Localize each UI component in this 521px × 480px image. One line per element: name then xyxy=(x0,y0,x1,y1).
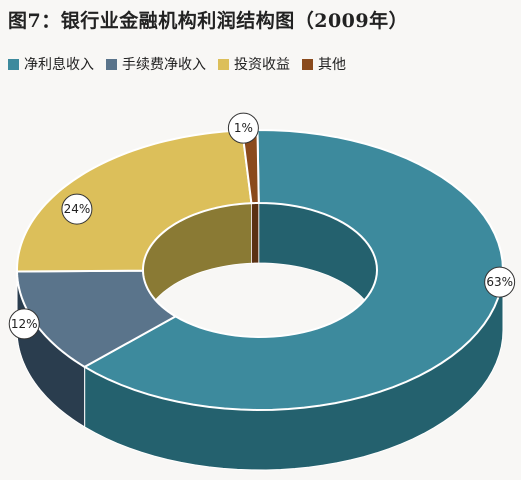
data-label-text-investment: 24% xyxy=(64,202,91,216)
data-label-fee-income: 12% xyxy=(8,308,40,340)
legend-item-net-interest: 净利息收入 xyxy=(8,54,94,74)
data-label-bubble-investment xyxy=(61,193,93,225)
legend-label-net-interest: 净利息收入 xyxy=(24,57,94,73)
donut-top-faces xyxy=(15,128,505,411)
legend-swatch-fee-income xyxy=(106,58,117,70)
legend-swatch-net-interest xyxy=(8,58,19,70)
legend: 净利息收入 手续费净收入 投资收益 其他 xyxy=(8,54,358,74)
legend-item-investment: 投资收益 xyxy=(218,54,290,74)
data-label-text-fee-income: 12% xyxy=(11,317,38,331)
legend-label-fee-income: 手续费净收入 xyxy=(122,57,206,73)
legend-label-other: 其他 xyxy=(318,57,346,73)
data-label-bubble-net-interest xyxy=(484,266,516,298)
inner-wall-other xyxy=(251,202,260,264)
data-labels: 63% 12% 24% 1% xyxy=(8,112,516,340)
data-label-net-interest: 63% xyxy=(484,266,516,298)
chart-title: 图7：银行业金融机构利润结构图（2009年） xyxy=(8,10,409,32)
data-label-bubble-other xyxy=(227,112,259,144)
legend-swatch-other xyxy=(302,58,313,70)
data-label-text-other: 1% xyxy=(234,121,253,135)
legend-swatch-investment xyxy=(218,58,229,70)
data-label-bubble-fee-income xyxy=(8,308,40,340)
legend-item-other: 其他 xyxy=(302,54,346,74)
data-label-investment: 24% xyxy=(61,193,93,225)
data-label-other: 1% xyxy=(227,112,259,144)
legend-item-fee-income: 手续费净收入 xyxy=(106,54,206,74)
data-label-text-net-interest: 63% xyxy=(486,275,513,289)
donut-inner-walls xyxy=(142,202,378,331)
legend-label-investment: 投资收益 xyxy=(234,57,290,73)
